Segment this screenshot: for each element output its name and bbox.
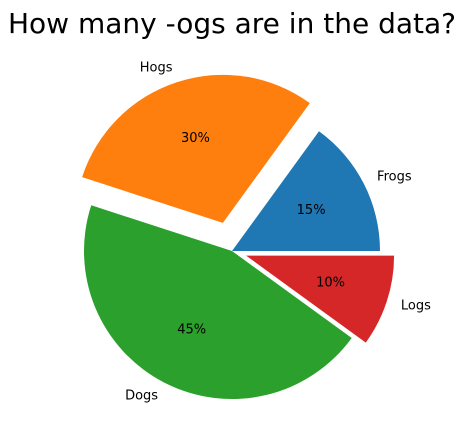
pie-slices — [82, 74, 395, 400]
chart-title: How many -ogs are in the data? — [8, 7, 456, 40]
pie-slice-logs — [246, 255, 395, 343]
pie-slice-dogs — [83, 205, 352, 400]
pie-slice-frogs — [232, 131, 380, 251]
slice-percent-hogs: 30% — [181, 131, 210, 146]
slice-label-frogs: Frogs — [377, 170, 412, 185]
pie-labels: Frogs 15% Hogs 30% Dogs 45% Logs 10% — [125, 61, 431, 404]
slice-percent-logs: 10% — [316, 276, 345, 291]
pie-slice-hogs — [82, 74, 310, 223]
slice-label-dogs: Dogs — [125, 389, 158, 404]
slice-label-logs: Logs — [401, 298, 431, 313]
slice-percent-dogs: 45% — [177, 323, 206, 338]
slice-percent-frogs: 15% — [297, 203, 326, 218]
slice-label-hogs: Hogs — [140, 61, 173, 76]
